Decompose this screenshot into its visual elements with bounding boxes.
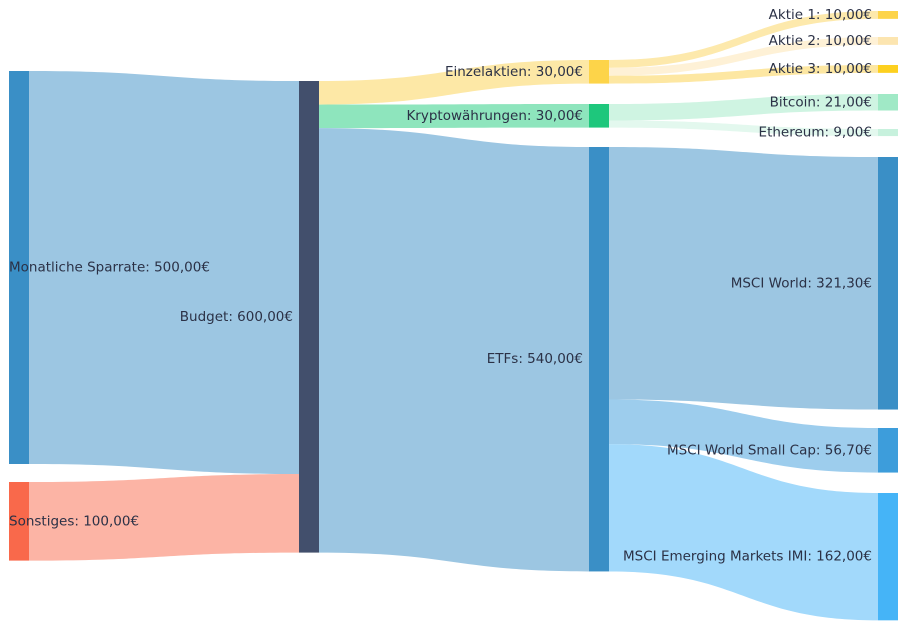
link-einzelaktien-to-aktie1 — [609, 11, 878, 68]
label-einzelaktien: Einzelaktien: 30,00€ — [445, 64, 583, 80]
link-sparrate-to-budget — [29, 71, 299, 474]
label-em: MSCI Emerging Markets IMI: 162,00€ — [623, 549, 872, 565]
node-smallcap — [878, 428, 898, 473]
sankey-links — [29, 11, 878, 621]
link-budget-to-krypto — [319, 104, 589, 129]
link-krypto-to-bitcoin — [609, 94, 878, 121]
link-budget-to-einzelaktien — [319, 60, 589, 105]
node-em — [878, 493, 898, 621]
node-bitcoin — [878, 94, 898, 111]
sankey-labels: Monatliche Sparrate: 500,00€ Sonstiges: 1… — [9, 7, 872, 565]
label-smallcap: MSCI World Small Cap: 56,70€ — [667, 442, 872, 458]
link-etfs-to-msciworld — [609, 147, 878, 410]
link-sonstiges-to-budget — [29, 474, 299, 561]
node-aktie1 — [878, 11, 898, 19]
label-budget: Budget: 600,00€ — [180, 309, 293, 325]
node-budget — [299, 81, 319, 553]
label-sparrate: Monatliche Sparrate: 500,00€ — [9, 260, 210, 276]
node-sonstiges — [9, 482, 29, 561]
label-aktie1: Aktie 1: 10,00€ — [769, 7, 872, 23]
label-aktie2: Aktie 2: 10,00€ — [769, 33, 872, 49]
label-bitcoin: Bitcoin: 21,00€ — [770, 94, 872, 110]
label-krypto: Kryptowährungen: 30,00€ — [406, 108, 583, 124]
sankey-nodes — [9, 11, 898, 621]
node-aktie2 — [878, 37, 898, 45]
label-sonstiges: Sonstiges: 100,00€ — [9, 513, 139, 529]
link-budget-to-etfs — [319, 128, 589, 572]
node-ethereum — [878, 129, 898, 137]
node-sparrate — [9, 71, 29, 464]
node-krypto — [589, 104, 609, 128]
node-einzelaktien — [589, 60, 609, 84]
link-einzelaktien-to-aktie2 — [609, 37, 878, 76]
node-etfs — [589, 147, 609, 572]
link-etfs-to-smallcap — [609, 399, 878, 473]
link-krypto-to-ethereum — [609, 120, 878, 137]
node-aktie3 — [878, 65, 898, 73]
link-einzelaktien-to-aktie3 — [609, 65, 878, 84]
node-msciworld — [878, 157, 898, 410]
label-aktie3: Aktie 3: 10,00€ — [769, 61, 872, 77]
label-ethereum: Ethereum: 9,00€ — [759, 125, 872, 141]
link-etfs-to-em — [609, 444, 878, 621]
label-msciworld: MSCI World: 321,30€ — [731, 275, 872, 291]
label-etfs: ETFs: 540,00€ — [487, 351, 583, 367]
